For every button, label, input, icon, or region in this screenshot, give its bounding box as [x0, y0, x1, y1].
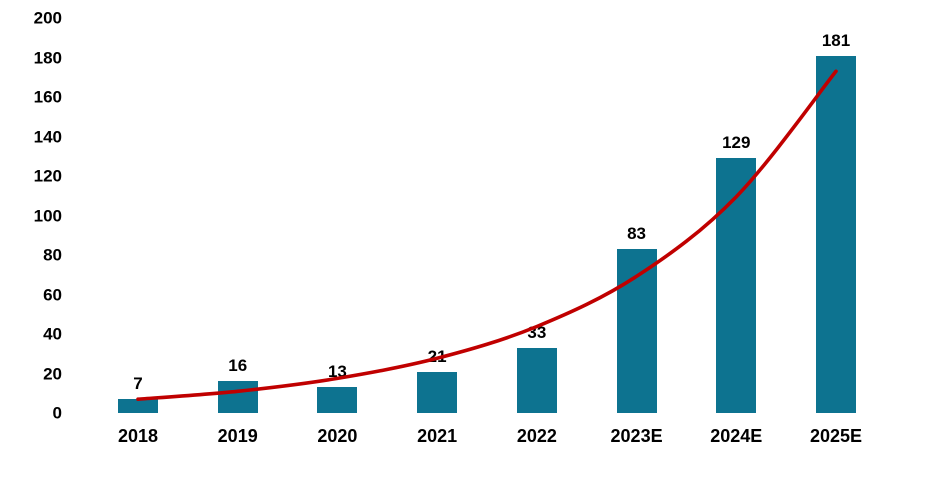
bar — [417, 371, 458, 413]
bar — [118, 399, 158, 413]
bar — [217, 381, 258, 413]
x-axis-category-label: 2025E — [809, 426, 863, 446]
bar-value-label: 13 — [327, 362, 347, 382]
bar-value-label: 129 — [722, 133, 751, 153]
bar — [516, 347, 557, 413]
x-axis-category-label: 2018 — [117, 426, 159, 446]
x-axis-category-label: 2024E — [710, 426, 763, 446]
bar-value-label: 21 — [427, 346, 447, 366]
y-axis-tick-label: 140 — [33, 127, 62, 146]
bar — [716, 158, 757, 413]
bar-value-label: 16 — [228, 356, 248, 376]
x-axis-category-label: 2021 — [417, 426, 458, 446]
y-axis-tick-label: 40 — [43, 324, 62, 344]
y-axis-tick-label: 100 — [33, 206, 62, 225]
y-axis-tick-label: 0 — [52, 403, 62, 423]
bar-value-label: 181 — [821, 30, 851, 50]
y-axis-tick-label: 120 — [33, 166, 62, 186]
bar-value-label: 83 — [627, 224, 647, 244]
bar — [616, 249, 657, 413]
x-axis-category-label: 2022 — [516, 426, 557, 446]
bar-value-label: 33 — [527, 322, 547, 342]
x-axis-category-label: 2020 — [317, 426, 358, 446]
bar — [317, 387, 358, 413]
y-axis-tick-label: 60 — [43, 285, 62, 304]
y-axis-tick-label: 20 — [43, 364, 62, 383]
y-axis-tick-label: 80 — [43, 245, 62, 265]
bar-value-label: 7 — [133, 374, 143, 394]
y-axis-tick-label: 160 — [33, 87, 62, 107]
x-axis-category-label: 2023E — [610, 426, 663, 446]
x-axis-category-label: 2019 — [217, 426, 258, 446]
y-axis-tick-label: 200 — [33, 8, 62, 28]
bar — [816, 55, 856, 413]
y-axis-tick-label: 180 — [33, 48, 62, 67]
